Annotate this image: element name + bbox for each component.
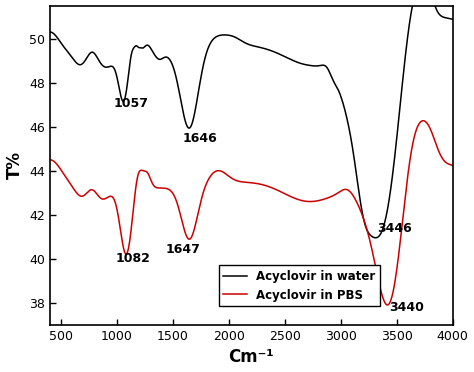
Acyclovir in PBS <box>219 169 225 174</box>
Legend: Acyclovir in water, Acyclovir in PBS: Acyclovir in water, Acyclovir in PBS <box>219 265 381 307</box>
Text: 1646: 1646 <box>183 132 218 145</box>
Acyclovir in PBS <box>384 303 390 307</box>
Acyclovir in water <box>219 33 225 37</box>
Text: 1647: 1647 <box>165 243 200 256</box>
Acyclovir in water <box>339 99 345 103</box>
Line: Acyclovir in water: Acyclovir in water <box>50 0 453 238</box>
Acyclovir in PBS <box>339 188 345 192</box>
Acyclovir in PBS <box>420 119 426 123</box>
X-axis label: Cm⁻¹: Cm⁻¹ <box>228 349 274 366</box>
Acyclovir in water <box>47 30 53 34</box>
Text: 3440: 3440 <box>389 301 424 314</box>
Acyclovir in PBS <box>438 153 443 157</box>
Acyclovir in PBS <box>216 169 222 173</box>
Acyclovir in PBS <box>47 158 53 162</box>
Acyclovir in water <box>238 38 244 43</box>
Text: 3446: 3446 <box>378 222 412 235</box>
Acyclovir in PBS <box>238 180 244 184</box>
Text: 1057: 1057 <box>114 97 149 110</box>
Y-axis label: T%: T% <box>6 151 24 179</box>
Acyclovir in PBS <box>450 163 456 167</box>
Text: 1082: 1082 <box>116 252 151 265</box>
Acyclovir in water <box>373 235 378 240</box>
Acyclovir in water <box>216 33 222 38</box>
Line: Acyclovir in PBS: Acyclovir in PBS <box>50 121 453 305</box>
Acyclovir in water <box>438 13 443 17</box>
Acyclovir in water <box>450 17 456 22</box>
Acyclovir in PBS <box>417 120 423 125</box>
